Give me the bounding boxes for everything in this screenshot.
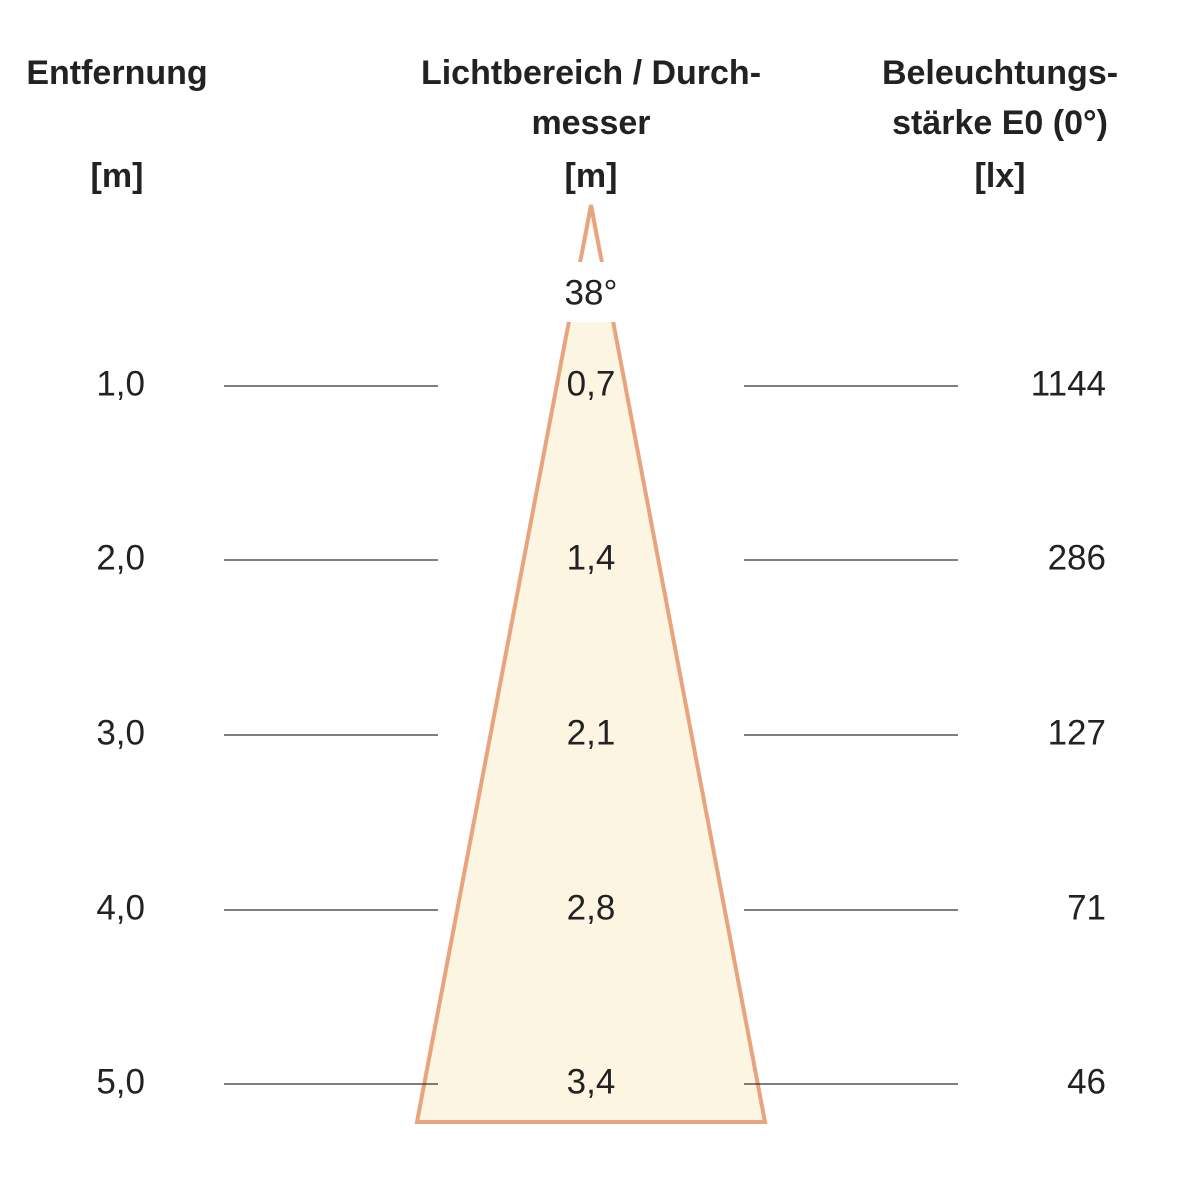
illuminance: 71: [1067, 888, 1106, 927]
illuminance: 1144: [1031, 364, 1106, 403]
illuminance: 286: [1048, 538, 1106, 577]
distance: 4,0: [96, 888, 145, 927]
diameter: 1,4: [567, 538, 616, 577]
beam-angle: 38°: [565, 273, 618, 312]
distance: 1,0: [96, 364, 145, 403]
column-header: messer: [531, 104, 650, 142]
diameter: 2,1: [567, 713, 616, 752]
angle-box: [548, 262, 634, 322]
column-header: [m]: [91, 157, 144, 195]
column-header: stärke E0 (0°): [892, 104, 1108, 142]
diameter: 0,7: [567, 364, 616, 403]
column-header: Beleuchtungs-: [882, 54, 1118, 92]
distance: 2,0: [96, 538, 145, 577]
distance: 3,0: [96, 713, 145, 752]
column-header: Lichtbereich / Durch-: [421, 54, 761, 92]
light-cone: [414, 204, 768, 1124]
column-header: [lx]: [975, 157, 1026, 195]
column-header: Entfernung: [26, 54, 207, 92]
cone-tip: [582, 224, 600, 262]
distance: 5,0: [96, 1062, 145, 1101]
diameter: 2,8: [567, 888, 616, 927]
illuminance: 127: [1048, 713, 1106, 752]
column-header: [m]: [565, 157, 618, 195]
diameter: 3,4: [567, 1062, 616, 1101]
illuminance: 46: [1067, 1062, 1106, 1101]
